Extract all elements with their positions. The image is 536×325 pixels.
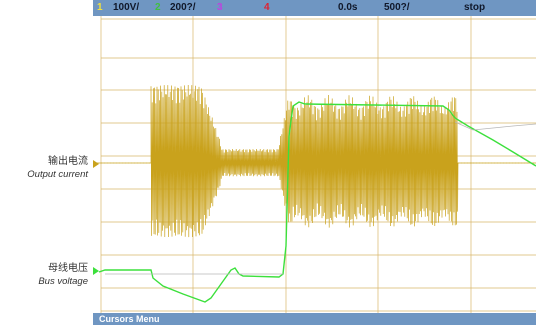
ch3-number[interactable]: 3 — [217, 2, 223, 13]
output-current-waveform — [93, 84, 536, 238]
run-state[interactable]: stop — [464, 2, 486, 13]
ch4-number[interactable]: 4 — [264, 2, 270, 13]
output-current-label-cn: 输出电流 — [48, 156, 88, 167]
reference-trace — [105, 121, 536, 275]
bus-voltage-label-cn: 母线电压 — [48, 263, 88, 274]
output-current-label-en: Output current — [27, 169, 88, 180]
output-current-trace — [93, 84, 536, 238]
status-bar: 1 100V/ 2 200?/ 3 4 0.0s 500?/ stop — [93, 0, 536, 16]
ch1-scale[interactable]: 100V/ — [113, 2, 140, 13]
waveform-plot — [93, 16, 536, 313]
bus-voltage-label-en: Bus voltage — [38, 276, 88, 287]
cursors-menu-bar[interactable]: Cursors Menu — [93, 313, 536, 325]
ch2-number[interactable]: 2 — [155, 2, 161, 13]
oscilloscope-screen: 1 100V/ 2 200?/ 3 4 0.0s 500?/ stop Curs… — [93, 0, 536, 325]
ch1-ground-marker-icon[interactable] — [93, 160, 99, 168]
cursors-menu-label[interactable]: Cursors Menu — [99, 314, 160, 324]
bus-voltage-trace — [98, 101, 536, 303]
output-current-label: 输出电流 Output current — [27, 155, 88, 181]
ch2-scale[interactable]: 200?/ — [170, 2, 196, 13]
time-position[interactable]: 0.0s — [338, 2, 358, 13]
ch1-number[interactable]: 1 — [97, 2, 103, 13]
time-scale[interactable]: 500?/ — [384, 2, 410, 13]
ch2-ground-marker-icon[interactable] — [93, 267, 99, 275]
bus-voltage-label: 母线电压 Bus voltage — [38, 262, 88, 288]
